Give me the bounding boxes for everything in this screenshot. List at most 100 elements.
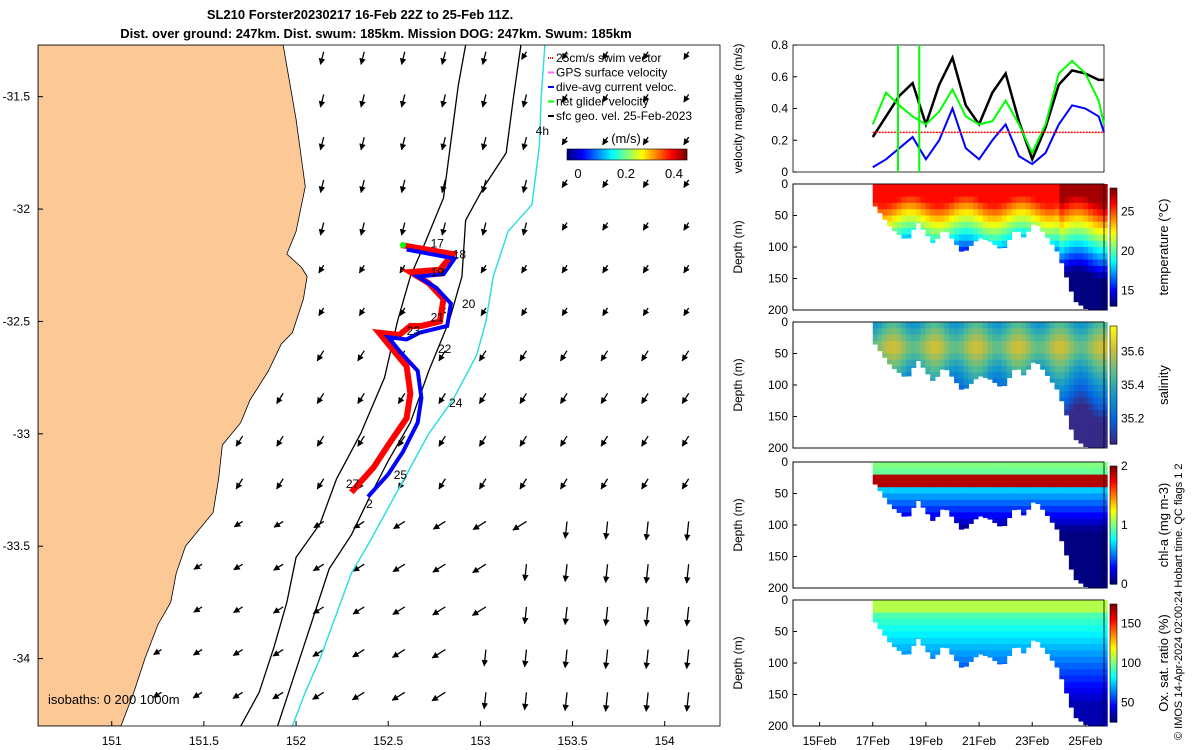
heat-cell [896, 196, 902, 204]
heat-cell [1092, 713, 1099, 721]
heat-cell [891, 190, 898, 198]
heat-cell [915, 215, 922, 223]
heat-cell [958, 221, 965, 229]
heat-cell [925, 631, 931, 639]
heat-cell [877, 328, 883, 336]
heat-cell [1068, 340, 1075, 348]
colorbar-cell [1110, 615, 1117, 620]
colorbar-cell [1110, 196, 1117, 201]
colorbar-cell [1110, 575, 1117, 579]
heat-cell [944, 202, 950, 210]
heat-cell [1016, 366, 1022, 370]
heat-cell [1035, 480, 1041, 488]
heat-cell [891, 196, 898, 204]
heat-cell [987, 347, 993, 354]
heat-cell [1102, 525, 1108, 532]
colorbar-cell [1110, 217, 1117, 222]
colorbar-cell [1110, 211, 1117, 216]
heat-cell [1064, 184, 1070, 191]
heat-cell [920, 196, 926, 204]
colorbar-cell [1110, 364, 1117, 368]
heat-cell [1097, 543, 1103, 551]
heat-cell [906, 340, 912, 348]
heat-cell [1078, 631, 1084, 639]
heat-cell [915, 487, 922, 494]
heat-cell [920, 334, 926, 342]
heat-cell [925, 625, 931, 632]
heat-cell [1059, 228, 1065, 235]
heat-cell [1011, 340, 1017, 348]
heat-cell [1092, 618, 1099, 626]
heat-cell [930, 353, 936, 361]
heat-cell [1102, 700, 1108, 708]
heat-cell [1073, 372, 1079, 380]
heat-cell [1040, 487, 1046, 494]
heat-cell [1011, 322, 1017, 329]
heat-cell [1097, 462, 1103, 469]
heat-cell [1088, 253, 1094, 261]
heat-cell [877, 202, 883, 210]
heat-cell [1083, 322, 1089, 329]
heat-cell [1102, 600, 1108, 607]
legend-entry: GPS surface velocity [556, 66, 667, 80]
heat-cell [963, 650, 969, 658]
heat-cell [934, 347, 941, 354]
heat-cell [1092, 631, 1099, 639]
heat-cell [1040, 480, 1046, 488]
heat-cell [1097, 669, 1103, 677]
heat-cell [1068, 209, 1075, 216]
heat-cell [920, 480, 926, 488]
heat-cell [1068, 422, 1075, 430]
heat-cell [920, 353, 926, 361]
colorbar-tick-label: 0 [574, 166, 581, 181]
heat-cell [968, 468, 974, 476]
heat-cell [915, 184, 922, 191]
heat-cell [1011, 631, 1017, 639]
heat-cell [1102, 278, 1108, 286]
heat-cell [930, 234, 936, 242]
heat-cell [1078, 569, 1084, 576]
heat-cell [1097, 681, 1103, 689]
heat-cell [1083, 340, 1089, 348]
heat-cell [891, 215, 898, 223]
heat-cell [872, 474, 879, 482]
current-arrow [357, 393, 365, 405]
heat-cell [1068, 265, 1075, 273]
heat-cell [987, 240, 993, 242]
heat-cell [925, 215, 931, 223]
heat-cell [1040, 328, 1046, 336]
heat-cell [1054, 234, 1060, 242]
heat-cell [954, 474, 960, 482]
heat-cell [1068, 493, 1075, 501]
heat-cell [978, 228, 984, 235]
heat-cell [1064, 322, 1070, 329]
heat-cell [891, 493, 898, 501]
heat-cell [920, 184, 926, 191]
heat-cell [1088, 618, 1094, 626]
current-arrow [235, 478, 244, 490]
heat-cell [891, 328, 898, 336]
heat-cell [915, 625, 922, 632]
heat-cell [920, 618, 926, 626]
heat-cell [1059, 391, 1065, 399]
heat-cell [997, 506, 1003, 513]
heat-cell [1011, 618, 1017, 626]
heat-cell [1044, 462, 1051, 469]
heat-cell [1092, 284, 1099, 292]
heat-cell [1102, 340, 1108, 348]
heat-cell [1097, 372, 1103, 380]
heat-cell [887, 359, 893, 365]
heat-cell [1078, 291, 1084, 298]
heat-cell [939, 468, 946, 476]
heat-cell [1073, 221, 1079, 229]
heat-cell [1097, 429, 1103, 436]
heat-cell [1073, 422, 1079, 430]
heat-cell [992, 234, 998, 242]
heat-cell [1030, 606, 1036, 614]
heat-cell [1059, 202, 1065, 210]
heat-cell [915, 631, 922, 639]
heat-cell [934, 631, 941, 639]
colorbar-cell [1110, 226, 1117, 230]
heat-cell [1011, 202, 1017, 210]
current-arrow [276, 393, 284, 405]
